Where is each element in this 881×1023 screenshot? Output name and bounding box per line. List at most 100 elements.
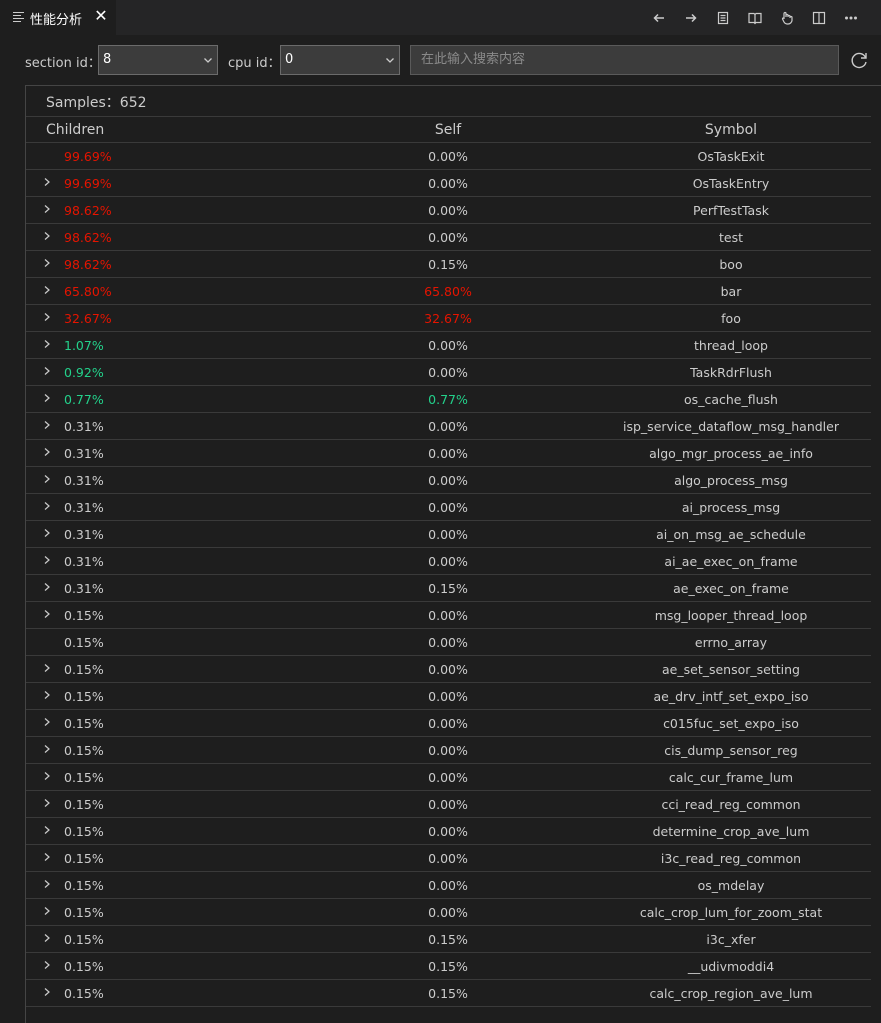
table-row[interactable]: 0.15% 0.15% calc_crop_region_ave_lum	[26, 980, 871, 1007]
cell-self: 0.00%	[428, 851, 468, 866]
table-row[interactable]: 0.15% 0.00% i3c_read_reg_common	[26, 845, 871, 872]
column-header-children[interactable]: Children	[46, 122, 105, 138]
table-row[interactable]: 98.62% 0.00% PerfTestTask	[26, 197, 871, 224]
arrow-left-icon[interactable]	[643, 0, 675, 35]
cell-symbol: bar	[720, 284, 742, 299]
table-row[interactable]: 0.15% 0.00% errno_array	[26, 629, 871, 656]
chevron-right-icon[interactable]	[43, 744, 51, 754]
chevron-right-icon[interactable]	[43, 474, 51, 484]
table-row[interactable]: 0.15% 0.00% cci_read_reg_common	[26, 791, 871, 818]
chevron-right-icon[interactable]	[43, 960, 51, 970]
table-row[interactable]: 0.31% 0.15% ae_exec_on_frame	[26, 575, 871, 602]
table-row[interactable]: 0.15% 0.15% __udivmoddi4	[26, 953, 871, 980]
editor-actions	[643, 0, 867, 35]
chevron-right-icon[interactable]	[43, 258, 51, 268]
table-row[interactable]: 0.15% 0.00% ae_drv_intf_set_expo_iso	[26, 683, 871, 710]
chevron-right-icon[interactable]	[43, 987, 51, 997]
table-row[interactable]: 0.15% 0.00% c015fuc_set_expo_iso	[26, 710, 871, 737]
document-icon[interactable]	[707, 0, 739, 35]
cell-symbol: thread_loop	[694, 338, 768, 353]
table-row[interactable]: 0.15% 0.00% determine_crop_ave_lum	[26, 818, 871, 845]
table-row[interactable]: 99.69% 0.00% OsTaskEntry	[26, 170, 871, 197]
chevron-right-icon[interactable]	[43, 879, 51, 889]
table-row[interactable]: 1.07% 0.00% thread_loop	[26, 332, 871, 359]
chevron-right-icon[interactable]	[43, 852, 51, 862]
table-row[interactable]: 0.92% 0.00% TaskRdrFlush	[26, 359, 871, 386]
table-row[interactable]: 0.15% 0.00% calc_crop_lum_for_zoom_stat	[26, 899, 871, 926]
refresh-icon[interactable]	[848, 49, 870, 71]
chevron-right-icon[interactable]	[43, 312, 51, 322]
table-row[interactable]: 32.67% 32.67% foo	[26, 305, 871, 332]
table-row[interactable]: 0.15% 0.00% calc_cur_frame_lum	[26, 764, 871, 791]
chevron-right-icon[interactable]	[43, 339, 51, 349]
hand-icon[interactable]	[771, 0, 803, 35]
chevron-right-icon[interactable]	[43, 609, 51, 619]
chevron-right-icon[interactable]	[43, 393, 51, 403]
table-row[interactable]: 0.31% 0.00% isp_service_dataflow_msg_handl…	[26, 413, 871, 440]
chevron-right-icon[interactable]	[43, 690, 51, 700]
table-row[interactable]: 0.31% 0.00% ai_process_msg	[26, 494, 871, 521]
split-editor-icon[interactable]	[803, 0, 835, 35]
cell-symbol: __udivmoddi4	[687, 959, 775, 974]
cell-self: 0.00%	[428, 365, 468, 380]
arrow-right-icon[interactable]	[675, 0, 707, 35]
cell-children: 99.69%	[64, 149, 112, 164]
close-icon[interactable]: ✕	[94, 6, 108, 25]
table-row[interactable]: 0.15% 0.00% cis_dump_sensor_reg	[26, 737, 871, 764]
table-row[interactable]: 0.31% 0.00% algo_mgr_process_ae_info	[26, 440, 871, 467]
chevron-right-icon[interactable]	[43, 582, 51, 592]
cell-self: 0.00%	[428, 662, 468, 677]
chevron-right-icon[interactable]	[43, 798, 51, 808]
cell-self: 0.00%	[428, 527, 468, 542]
cell-children: 0.15%	[64, 932, 104, 947]
cell-self: 0.00%	[428, 554, 468, 569]
table-row[interactable]: 0.77% 0.77% os_cache_flush	[26, 386, 871, 413]
cell-symbol: PerfTestTask	[693, 203, 769, 218]
editor-tab-bar: 性能分析 ✕	[0, 0, 881, 35]
chevron-right-icon[interactable]	[43, 447, 51, 457]
chevron-right-icon[interactable]	[43, 528, 51, 538]
cell-self: 0.00%	[428, 230, 468, 245]
tab-performance-analysis[interactable]: 性能分析 ✕	[0, 0, 116, 35]
chevron-right-icon[interactable]	[43, 717, 51, 727]
column-header-self[interactable]: Self	[434, 122, 462, 138]
table-row[interactable]: 0.15% 0.00% ae_set_sensor_setting	[26, 656, 871, 683]
book-icon[interactable]	[739, 0, 771, 35]
more-icon[interactable]	[835, 0, 867, 35]
cell-symbol: ai_process_msg	[681, 500, 781, 515]
chevron-right-icon[interactable]	[43, 204, 51, 214]
chevron-right-icon[interactable]	[43, 933, 51, 943]
cell-self: 0.00%	[428, 338, 468, 353]
chevron-right-icon[interactable]	[43, 285, 51, 295]
table-row[interactable]: 0.15% 0.00% os_mdelay	[26, 872, 871, 899]
chevron-right-icon[interactable]	[43, 663, 51, 673]
chevron-right-icon[interactable]	[43, 177, 51, 187]
table-row[interactable]: 0.31% 0.00% ai_ae_exec_on_frame	[26, 548, 871, 575]
table-row[interactable]: 98.62% 0.15% boo	[26, 251, 871, 278]
table-row[interactable]: 99.69% 0.00% OsTaskExit	[26, 143, 871, 170]
chevron-right-icon[interactable]	[43, 501, 51, 511]
section-id-select[interactable]: 8	[98, 45, 218, 75]
column-header-symbol[interactable]: Symbol	[704, 122, 758, 138]
cell-symbol: TaskRdrFlush	[690, 365, 772, 380]
chevron-right-icon[interactable]	[43, 231, 51, 241]
cpu-id-select[interactable]: 0	[280, 45, 400, 75]
cell-self: 0.00%	[428, 608, 468, 623]
table-row[interactable]: 0.15% 0.00% msg_looper_thread_loop	[26, 602, 871, 629]
cell-children: 0.15%	[64, 824, 104, 839]
cell-self: 0.00%	[428, 716, 468, 731]
table-row[interactable]: 0.15% 0.15% i3c_xfer	[26, 926, 871, 953]
search-input[interactable]: 在此输入搜索内容	[410, 45, 839, 75]
cell-children: 0.31%	[64, 500, 104, 515]
chevron-right-icon[interactable]	[43, 366, 51, 376]
chevron-right-icon[interactable]	[43, 906, 51, 916]
chevron-right-icon[interactable]	[43, 555, 51, 565]
table-row[interactable]: 0.31% 0.00% algo_process_msg	[26, 467, 871, 494]
table-row[interactable]: 0.31% 0.00% ai_on_msg_ae_schedule	[26, 521, 871, 548]
table-row[interactable]: 65.80% 65.80% bar	[26, 278, 871, 305]
chevron-right-icon[interactable]	[43, 420, 51, 430]
cpu-id-value: 0	[285, 52, 294, 67]
chevron-right-icon[interactable]	[43, 771, 51, 781]
chevron-right-icon[interactable]	[43, 825, 51, 835]
table-row[interactable]: 98.62% 0.00% test	[26, 224, 871, 251]
